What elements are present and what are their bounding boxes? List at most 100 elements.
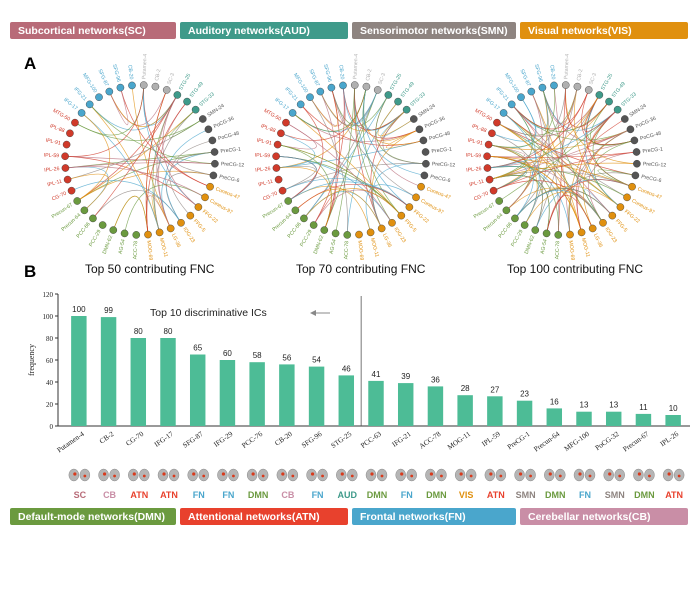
network-label: ATN [130,490,148,500]
x-tick-label: Precun-64 [532,430,561,454]
circos-node-label: MOG-69 [567,240,575,260]
bar-value-label: 16 [550,397,559,406]
circos-link [146,101,188,235]
x-tick-label: Putamen-4 [56,430,86,455]
y-tick-label: 20 [46,401,54,409]
circos-node-label: CB-20 [337,65,345,80]
network-label: VIS [459,490,474,500]
network-label: ATN [487,490,505,500]
circos-50: Putamen-4 CB-2 SC-3 STG-25STG-49STG-33SMN-2… [44,54,245,260]
circos-node-label: ACC-78 [343,241,350,260]
circos-node-label: PCC-29 [299,229,313,248]
circos-node [412,193,420,202]
network-label: CB [103,490,116,500]
bottom-legend-0: Default-mode networks(DMN) [10,508,176,525]
bar-CB-2 [100,317,117,426]
bar-PoCG-32 [605,411,622,426]
circos-node [98,221,107,229]
circos-node [62,140,71,149]
circos-node-label: PreCG-12 [221,161,245,168]
network-label: DMN [248,490,269,500]
circos-node-label: IPL-88 [260,123,277,134]
circos-node-label: PoCG-48 [429,131,452,142]
circos-link [112,195,149,235]
circos-link [276,140,424,169]
circos-node [623,193,631,202]
circos-node [616,203,625,211]
circos-node-label: FFG-5 [403,218,418,233]
circos-node [80,206,89,215]
circos-node [85,100,94,109]
brain-thumbnail [603,468,625,482]
circos-link [276,166,332,231]
circos-node [613,105,622,114]
circos-node-label: Precun-67 [262,202,285,220]
circos-node [621,115,629,123]
circos-link [92,94,178,219]
circos-node-label: MOG-69 [145,240,153,260]
circos-node [66,129,74,138]
circos-link [295,183,410,211]
circos-node [284,197,292,205]
circos-node-label: IOG-23 [392,226,406,244]
circos-node [362,82,371,91]
bar-CG-70 [130,338,147,426]
circos-node-label: FFG-22 [412,209,430,225]
circos-link [382,109,426,165]
circos-node-label: AG-54 [118,239,127,255]
circos-node [484,140,493,149]
circos-node [272,152,280,161]
circos-link [81,112,160,233]
x-tick-label: SFG-96 [300,430,324,450]
circos-node [191,105,200,114]
circos-link [282,163,426,191]
x-tick-label: IFG-17 [153,430,175,449]
circos-node [538,83,547,92]
circos-link [546,195,593,234]
bar-value-label: 41 [372,370,381,379]
network-label: SMN [605,490,625,500]
circos-link [285,122,393,223]
x-tick-label: ACC-78 [418,430,443,451]
network-label: DMN [545,490,566,500]
circos-node-label: PreCG-1 [431,147,452,155]
circos-link [309,97,348,235]
brain-thumbnail [425,468,447,482]
circos-node-label: Cuneus-97 [631,198,656,216]
circos-link [511,104,613,216]
network-label: DMN [367,490,388,500]
circos-node-label: PoCG-36 [424,116,446,130]
network-label: FN [579,490,591,500]
bar-value-label: 23 [520,390,529,399]
circos-node-label: CG-70 [51,191,68,203]
bottom-legend-3: Cerebellar networks(CB) [520,508,688,525]
circos-node [561,81,570,89]
circos-node [291,206,300,215]
brain-thumbnail [217,468,239,482]
panel-label-b: B [24,262,37,281]
circos-node [527,87,536,96]
circos-node [210,148,219,156]
circos-link [584,94,621,208]
circos-node [272,164,281,172]
brain-thumbnail [246,468,269,482]
circos-link [381,109,420,142]
bar-value-label: 13 [580,401,589,410]
top-legend-0: Subcortical networks(SC) [10,22,176,39]
circos-link [584,94,618,132]
circos-link [592,109,631,142]
circos-node-label: PreCG-1 [642,147,663,155]
top-legend-1: Auditory networks(AUD) [180,22,348,39]
brain-thumbnail [306,468,328,482]
circos-node [120,229,129,238]
circos-node-label: STG-25 [178,73,192,92]
bar-value-label: 100 [72,305,86,314]
circos-node-label: PoCG-48 [640,131,663,142]
annotation-arrowhead [310,310,316,316]
brain-thumbnail [128,468,150,482]
x-tick-label: IFG-29 [212,430,234,449]
circos-node-label: CB-20 [126,65,134,80]
circos-node-label: Cuneus-47 [636,186,662,201]
circos-node-label: SMN-24 [417,103,436,118]
circos-node [485,175,494,184]
